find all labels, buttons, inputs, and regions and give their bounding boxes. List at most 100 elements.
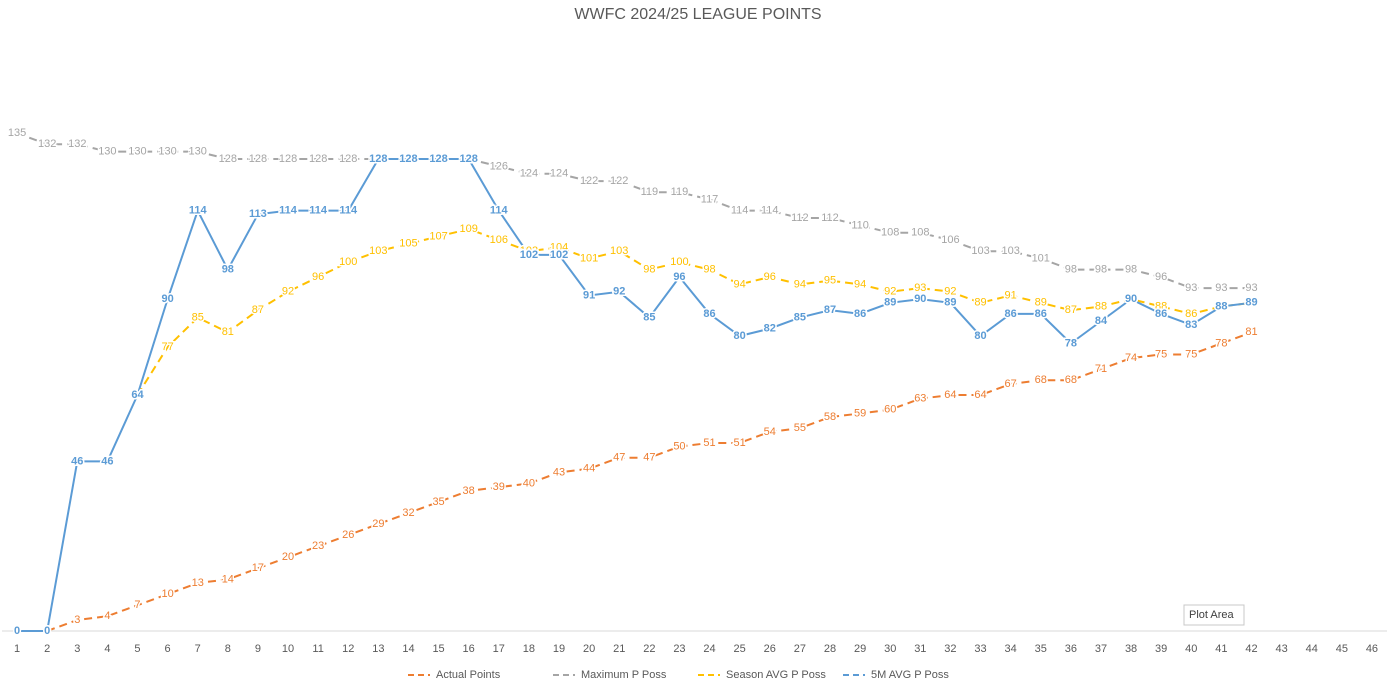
data-label: 114 — [339, 205, 358, 217]
data-label: 17 — [252, 562, 264, 574]
data-label: 54 — [764, 426, 776, 438]
data-label: 98 — [1065, 264, 1077, 276]
data-label: 128 — [399, 153, 417, 165]
series-line — [136, 228, 1252, 396]
data-label: 89 — [884, 297, 896, 309]
data-label: 114 — [490, 205, 509, 217]
data-label: 128 — [460, 153, 478, 165]
data-label: 91 — [1005, 289, 1017, 301]
data-label: 107 — [429, 230, 447, 242]
data-label: 86 — [854, 308, 866, 320]
x-tick-label: 40 — [1185, 643, 1197, 655]
x-tick-label: 14 — [402, 643, 414, 655]
data-label: 92 — [282, 286, 294, 298]
data-label: 78 — [1215, 337, 1227, 349]
data-label: 122 — [580, 175, 598, 187]
data-label: 101 — [580, 252, 598, 264]
x-tick-label: 34 — [1005, 643, 1017, 655]
data-label: 100 — [339, 256, 357, 268]
data-label: 92 — [944, 286, 956, 298]
x-tick-label: 43 — [1275, 643, 1287, 655]
data-label: 85 — [643, 311, 655, 323]
data-label: 130 — [158, 146, 176, 158]
series-line — [16, 132, 1252, 290]
x-tick-label: 11 — [312, 643, 323, 655]
data-label: 128 — [369, 153, 387, 165]
data-label: 106 — [941, 234, 959, 246]
x-tick-label: 6 — [165, 643, 171, 655]
data-label: 92 — [884, 286, 896, 298]
data-label: 98 — [703, 264, 715, 276]
x-tick-label: 23 — [673, 643, 685, 655]
data-label: 130 — [128, 146, 146, 158]
tooltip: Plot Area — [1189, 609, 1235, 621]
x-tick-label: 27 — [794, 643, 806, 655]
data-label: 87 — [252, 304, 264, 316]
data-label: 103 — [1001, 245, 1019, 257]
data-label: 60 — [884, 404, 896, 416]
data-label: 90 — [914, 293, 926, 305]
data-label: 114 — [309, 205, 328, 217]
data-label: 96 — [764, 271, 776, 283]
data-label: 95 — [824, 275, 836, 287]
data-label: 86 — [1185, 308, 1197, 320]
data-label: 112 — [791, 212, 809, 224]
x-tick-label: 41 — [1215, 643, 1227, 655]
data-label: 89 — [1035, 297, 1047, 309]
data-label: 83 — [1185, 319, 1197, 331]
data-label: 64 — [131, 389, 143, 401]
data-label: 3 — [74, 614, 80, 626]
x-tick-label: 21 — [613, 643, 625, 655]
data-label: 64 — [131, 389, 144, 401]
data-label: 98 — [1125, 264, 1137, 276]
data-label: 104 — [550, 241, 568, 253]
x-tick-label: 45 — [1336, 643, 1348, 655]
x-tick-label: 37 — [1095, 643, 1107, 655]
series-line — [46, 331, 1252, 632]
legend-label: Season AVG P Poss — [726, 669, 826, 681]
data-label: 114 — [279, 205, 298, 217]
data-label: 135 — [8, 127, 26, 139]
data-label: 93 — [1185, 282, 1197, 294]
data-label: 96 — [1155, 271, 1167, 283]
data-label: 110 — [851, 219, 869, 231]
data-label: 86 — [1005, 308, 1017, 320]
data-label: 132 — [38, 138, 56, 150]
x-tick-label: 42 — [1245, 643, 1257, 655]
data-label: 102 — [520, 249, 538, 261]
x-tick-label: 35 — [1035, 643, 1047, 655]
data-label: 55 — [794, 422, 806, 434]
data-label: 44 — [583, 463, 595, 475]
data-label: 103 — [971, 245, 989, 257]
x-tick-label: 9 — [255, 643, 261, 655]
data-label: 39 — [493, 481, 505, 493]
data-label: 128 — [369, 153, 387, 165]
data-label: 46 — [71, 455, 83, 467]
x-tick-label: 7 — [195, 643, 201, 655]
data-label: 86 — [703, 308, 715, 320]
data-label: 103 — [520, 245, 538, 257]
data-label: 98 — [1095, 264, 1107, 276]
data-label: 109 — [460, 223, 478, 235]
data-label: 0 — [44, 625, 50, 637]
data-label: 20 — [282, 551, 294, 563]
data-label: 40 — [523, 477, 535, 489]
data-label: 81 — [1245, 326, 1257, 338]
x-tick-label: 19 — [553, 643, 565, 655]
data-label: 128 — [429, 153, 447, 165]
data-label: 46 — [101, 455, 113, 467]
data-label: 80 — [734, 330, 746, 342]
data-label: 86 — [1035, 308, 1047, 320]
x-tick-label: 18 — [523, 643, 535, 655]
x-tick-label: 20 — [583, 643, 595, 655]
data-label: 89 — [1245, 297, 1257, 309]
data-label: 94 — [854, 278, 866, 290]
x-tick-label: 30 — [884, 643, 896, 655]
x-tick-label: 4 — [104, 643, 110, 655]
data-label: 128 — [309, 153, 327, 165]
data-label: 13 — [192, 577, 204, 589]
data-label: 67 — [1005, 378, 1017, 390]
data-label: 114 — [189, 205, 208, 217]
data-label: 78 — [1065, 337, 1077, 349]
data-label: 51 — [703, 437, 715, 449]
